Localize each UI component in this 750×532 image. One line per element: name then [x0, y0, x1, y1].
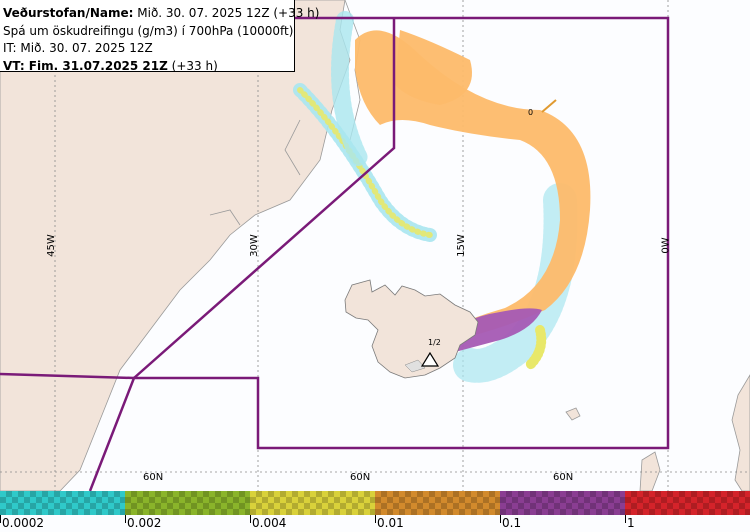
name-label: Veðurstofan/Name: — [3, 6, 134, 20]
legend-tick — [250, 515, 251, 523]
volcano-label: 1/2 — [428, 338, 441, 347]
legend-tick — [0, 515, 1, 523]
legend-tick — [375, 515, 376, 523]
legend-swatch-yellow — [250, 491, 375, 515]
info-line-valid-time: VT: Fim. 31.07.2025 21Z (+33 h) — [3, 58, 294, 76]
latitude-label: 60N — [553, 472, 574, 483]
legend-tick — [125, 515, 126, 523]
legend-label-0.0002: 0.0002 — [2, 516, 44, 530]
legend-tick — [500, 515, 501, 523]
norway-land — [731, 374, 750, 491]
legend-swatch-green — [125, 491, 250, 515]
legend-swatch-cyan — [0, 491, 125, 515]
legend-label-0.01: 0.01 — [377, 516, 404, 530]
info-line-description: Spá um öskudreifingu (g/m3) í 700hPa (10… — [3, 23, 294, 38]
longitude-label-30w: 30W — [248, 234, 260, 257]
longitude-label-0w: 0W — [660, 237, 672, 254]
volcano-marker-icon — [420, 351, 440, 367]
iceland-glacier — [404, 359, 426, 373]
faroe-islands — [565, 407, 581, 421]
valid-time-offset: (+33 h) — [167, 58, 218, 73]
contour-label: 0 — [528, 108, 533, 117]
iceland-land — [344, 279, 479, 379]
longitude-label-45w: 45W — [45, 234, 57, 257]
contour-tick — [541, 99, 557, 113]
info-line-name: Veðurstofan/Name: Mið. 30. 07. 2025 12Z … — [3, 5, 319, 23]
scotland-land — [639, 451, 661, 491]
legend-label-0.1: 0.1 — [502, 516, 522, 530]
legend-swatch-purple — [500, 491, 625, 515]
latitude-label: 60N — [143, 472, 164, 483]
legend-label-0.004: 0.004 — [252, 516, 287, 530]
valid-time-label: VT: Fim. 31.07.2025 21Z — [3, 58, 168, 73]
advisory-boundary — [0, 16, 670, 491]
info-line-issue-time: IT: Mið. 30. 07. 2025 12Z — [3, 41, 153, 55]
legend-label-1: 1 — [627, 516, 635, 530]
map-canvas: 0 1/2 — [0, 0, 750, 491]
legend-swatch-orange — [375, 491, 500, 515]
latitude-label: 60N — [350, 472, 371, 483]
ash-plume-upper-arm — [395, 30, 472, 105]
legend-tick — [625, 515, 626, 523]
name-value: Mið. 30. 07. 2025 12Z (+33 h) — [133, 6, 320, 20]
legend-label-0.002: 0.002 — [127, 516, 162, 530]
longitude-label-15w: 15W — [455, 234, 467, 257]
forecast-info-box: Veðurstofan/Name: Mið. 30. 07. 2025 12Z … — [0, 0, 319, 73]
legend-swatch-red — [625, 491, 750, 515]
concentration-legend: 0.0002 0.002 0.004 0.01 0.1 1 — [0, 491, 750, 532]
ash-plume-low-concentration — [355, 30, 591, 346]
